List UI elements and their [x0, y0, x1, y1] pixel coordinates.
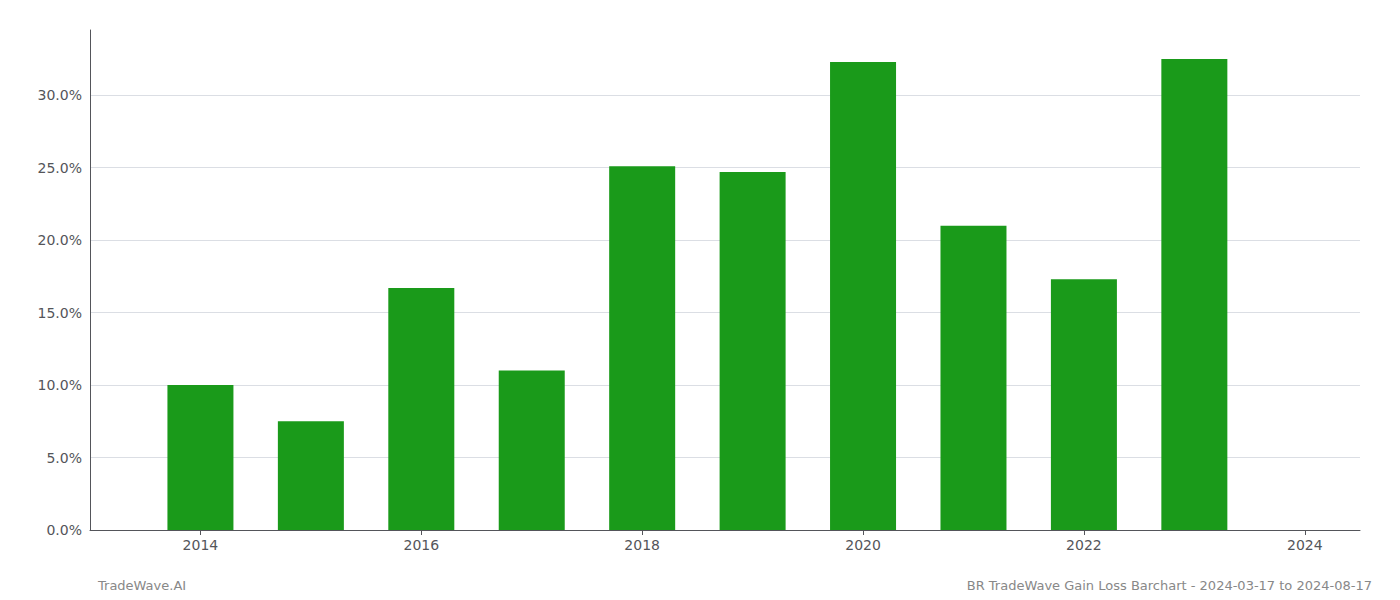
svg-text:TradeWave.AI: TradeWave.AI	[97, 578, 186, 593]
svg-text:0.0%: 0.0%	[46, 522, 82, 538]
svg-text:2022: 2022	[1066, 537, 1102, 553]
svg-text:5.0%: 5.0%	[46, 450, 82, 466]
svg-text:BR TradeWave Gain Loss Barchar: BR TradeWave Gain Loss Barchart - 2024-0…	[967, 578, 1372, 593]
svg-text:15.0%: 15.0%	[38, 305, 82, 321]
svg-text:30.0%: 30.0%	[38, 87, 82, 103]
svg-text:2024: 2024	[1287, 537, 1323, 553]
svg-text:2020: 2020	[845, 537, 881, 553]
svg-text:2018: 2018	[624, 537, 660, 553]
svg-text:25.0%: 25.0%	[38, 160, 82, 176]
svg-text:2014: 2014	[183, 537, 219, 553]
svg-text:20.0%: 20.0%	[38, 232, 82, 248]
svg-text:10.0%: 10.0%	[38, 377, 82, 393]
svg-text:2016: 2016	[403, 537, 439, 553]
